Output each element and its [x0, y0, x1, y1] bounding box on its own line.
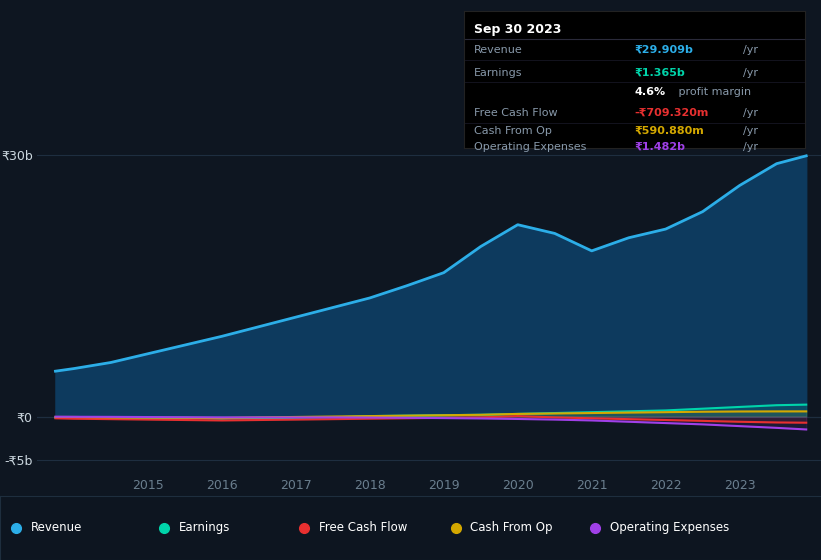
Text: Revenue: Revenue — [31, 521, 83, 534]
Text: -₹709.320m: -₹709.320m — [635, 108, 709, 118]
Text: Cash From Op: Cash From Op — [474, 125, 552, 136]
Text: Revenue: Revenue — [474, 45, 523, 55]
Text: /yr: /yr — [743, 68, 759, 78]
Text: Operating Expenses: Operating Expenses — [474, 142, 586, 152]
Text: profit margin: profit margin — [675, 87, 751, 97]
Text: Earnings: Earnings — [179, 521, 231, 534]
Text: /yr: /yr — [743, 125, 759, 136]
Text: ₹1.365b: ₹1.365b — [635, 68, 685, 78]
Text: Operating Expenses: Operating Expenses — [610, 521, 729, 534]
Text: ₹1.482b: ₹1.482b — [635, 142, 686, 152]
Text: 4.6%: 4.6% — [635, 87, 665, 97]
Text: /yr: /yr — [743, 45, 759, 55]
Text: Sep 30 2023: Sep 30 2023 — [474, 22, 562, 35]
Text: Cash From Op: Cash From Op — [470, 521, 553, 534]
Text: /yr: /yr — [743, 142, 759, 152]
Text: /yr: /yr — [743, 108, 759, 118]
Text: Free Cash Flow: Free Cash Flow — [319, 521, 407, 534]
Text: Earnings: Earnings — [474, 68, 523, 78]
Text: ₹590.880m: ₹590.880m — [635, 125, 704, 136]
Text: Free Cash Flow: Free Cash Flow — [474, 108, 557, 118]
Text: ₹29.909b: ₹29.909b — [635, 45, 693, 55]
